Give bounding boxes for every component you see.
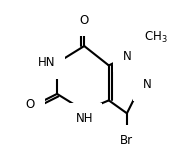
Text: HN: HN — [38, 56, 56, 69]
Text: CH$_3$: CH$_3$ — [144, 29, 167, 45]
Text: O: O — [80, 14, 89, 27]
Text: O: O — [26, 98, 35, 111]
Text: NH: NH — [76, 112, 93, 125]
Text: Br: Br — [120, 134, 133, 147]
Text: N: N — [143, 78, 151, 91]
Text: N: N — [122, 50, 131, 63]
